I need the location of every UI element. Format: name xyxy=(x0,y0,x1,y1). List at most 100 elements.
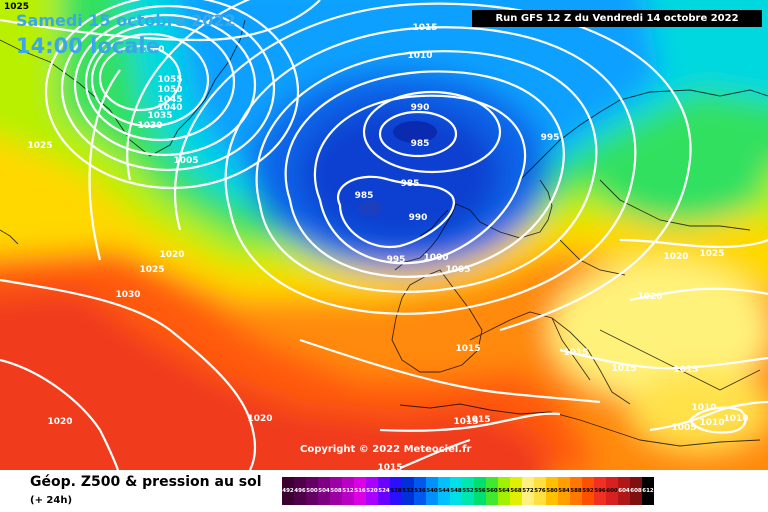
scale-swatch: 552 xyxy=(462,477,474,505)
low-core-south xyxy=(358,200,382,216)
isobar-label: 1045 xyxy=(157,95,182,105)
isobar-label: 1015 xyxy=(455,344,480,354)
isobar-label: 1015 xyxy=(673,365,698,375)
copyright-notice: Copyright © 2022 Meteociel.fr xyxy=(300,444,472,455)
isobar-label: 1020 xyxy=(247,414,272,424)
geopotential-field xyxy=(0,0,768,470)
weather-map: 1060105510501045104010351030102510151010… xyxy=(0,0,768,470)
valid-time: 14:00 locale xyxy=(16,34,160,58)
isobar-label: 1010 xyxy=(699,418,724,428)
isobar-label: 1050 xyxy=(157,85,182,95)
scale-swatch: 516 xyxy=(354,477,366,505)
isobar-label: 1015 xyxy=(563,348,588,358)
isobar-labels: 1060105510501045104010351030102510151010… xyxy=(27,23,748,470)
scale-swatch: 588 xyxy=(570,477,582,505)
scale-swatch: 608 xyxy=(630,477,642,505)
scale-swatch: 528 xyxy=(390,477,402,505)
scale-value: 564 xyxy=(498,488,510,494)
isobar-label: 1015 xyxy=(412,23,437,33)
scale-value: 496 xyxy=(294,488,306,494)
isobars xyxy=(0,0,768,470)
isobar-label: 1010 xyxy=(723,414,748,424)
low-core-north xyxy=(393,121,437,143)
scale-value: 588 xyxy=(570,488,582,494)
scale-value: 572 xyxy=(522,488,534,494)
isobar-label: 1020 xyxy=(47,417,72,427)
scale-swatch: 604 xyxy=(618,477,630,505)
scale-swatch: 584 xyxy=(558,477,570,505)
isobar-label: 1025 xyxy=(27,141,52,151)
scale-value: 580 xyxy=(546,488,558,494)
scale-swatch: 536 xyxy=(414,477,426,505)
scale-value: 528 xyxy=(390,488,402,494)
scale-value: 512 xyxy=(342,488,354,494)
scale-swatch: 612 xyxy=(642,477,654,505)
model-run-info: Run GFS 12 Z du Vendredi 14 octobre 2022 xyxy=(472,10,762,27)
valid-date: Samedi 15 octobre 2022 xyxy=(16,11,236,30)
scale-value: 524 xyxy=(378,488,390,494)
isobar-label: 1015 xyxy=(611,364,636,374)
scale-value: 612 xyxy=(642,488,654,494)
isobar-label: 995 xyxy=(541,133,560,143)
isobar-label: 990 xyxy=(409,213,428,223)
scale-value: 536 xyxy=(414,488,426,494)
scale-swatch: 532 xyxy=(402,477,414,505)
isobar-label: 1010 xyxy=(691,403,716,413)
scale-value: 556 xyxy=(474,488,486,494)
scale-swatch: 492 xyxy=(282,477,294,505)
scale-value: 560 xyxy=(486,488,498,494)
isobar-label: 1020 xyxy=(159,250,184,260)
scale-value: 568 xyxy=(510,488,522,494)
scale-swatch: 596 xyxy=(594,477,606,505)
isobar-label: 985 xyxy=(355,191,374,201)
isobar-label: 995 xyxy=(387,255,406,265)
scale-swatch: 520 xyxy=(366,477,378,505)
isobar-label: 1020 xyxy=(663,252,688,262)
isobar-label: 1030 xyxy=(137,121,162,131)
isobar-label: 985 xyxy=(411,139,430,149)
isobar-label: 1010 xyxy=(407,51,432,61)
scale-value: 516 xyxy=(354,488,366,494)
isobar-label: 1015 xyxy=(465,415,490,425)
scale-value: 504 xyxy=(318,488,330,494)
scale-value: 600 xyxy=(606,488,618,494)
scale-value: 608 xyxy=(630,488,642,494)
scale-value: 596 xyxy=(594,488,606,494)
scale-value: 576 xyxy=(534,488,546,494)
scale-swatch: 524 xyxy=(378,477,390,505)
scale-swatch: 560 xyxy=(486,477,498,505)
isobar-label: 1040 xyxy=(157,103,182,113)
scale-value: 540 xyxy=(426,488,438,494)
scale-swatch: 540 xyxy=(426,477,438,505)
scale-value: 532 xyxy=(402,488,414,494)
isobar-label: 1005 xyxy=(671,423,696,433)
isobar-label: 1060 xyxy=(139,45,164,55)
scale-value: 508 xyxy=(330,488,342,494)
scale-swatch: 592 xyxy=(582,477,594,505)
scale-swatch: 568 xyxy=(510,477,522,505)
isobar-label: 1005 xyxy=(173,156,198,166)
scale-swatch: 576 xyxy=(534,477,546,505)
scale-value: 520 xyxy=(366,488,378,494)
isobar-label: 1015 xyxy=(377,463,402,470)
scale-swatch: 496 xyxy=(294,477,306,505)
scale-swatch: 580 xyxy=(546,477,558,505)
scale-swatch: 500 xyxy=(306,477,318,505)
isobar-label: 1025 xyxy=(699,249,724,259)
isobar-label: 1005 xyxy=(445,265,470,275)
scale-value: 604 xyxy=(618,488,630,494)
scale-swatch: 572 xyxy=(522,477,534,505)
scale-value: 544 xyxy=(438,488,450,494)
scale-value: 548 xyxy=(450,488,462,494)
scale-value: 552 xyxy=(462,488,474,494)
color-scale: 492 496 500 504 508 512 516 520 524 528 532 536 540 5… xyxy=(282,477,654,505)
scale-swatch: 504 xyxy=(318,477,330,505)
scale-swatch: 556 xyxy=(474,477,486,505)
scale-swatch: 512 xyxy=(342,477,354,505)
legend-title: Géop. Z500 & pression au sol xyxy=(30,474,262,490)
isobar-label: 1020 xyxy=(637,292,662,302)
scale-swatch: 508 xyxy=(330,477,342,505)
isobar-label: 1015 xyxy=(453,417,478,427)
scale-swatch: 564 xyxy=(498,477,510,505)
